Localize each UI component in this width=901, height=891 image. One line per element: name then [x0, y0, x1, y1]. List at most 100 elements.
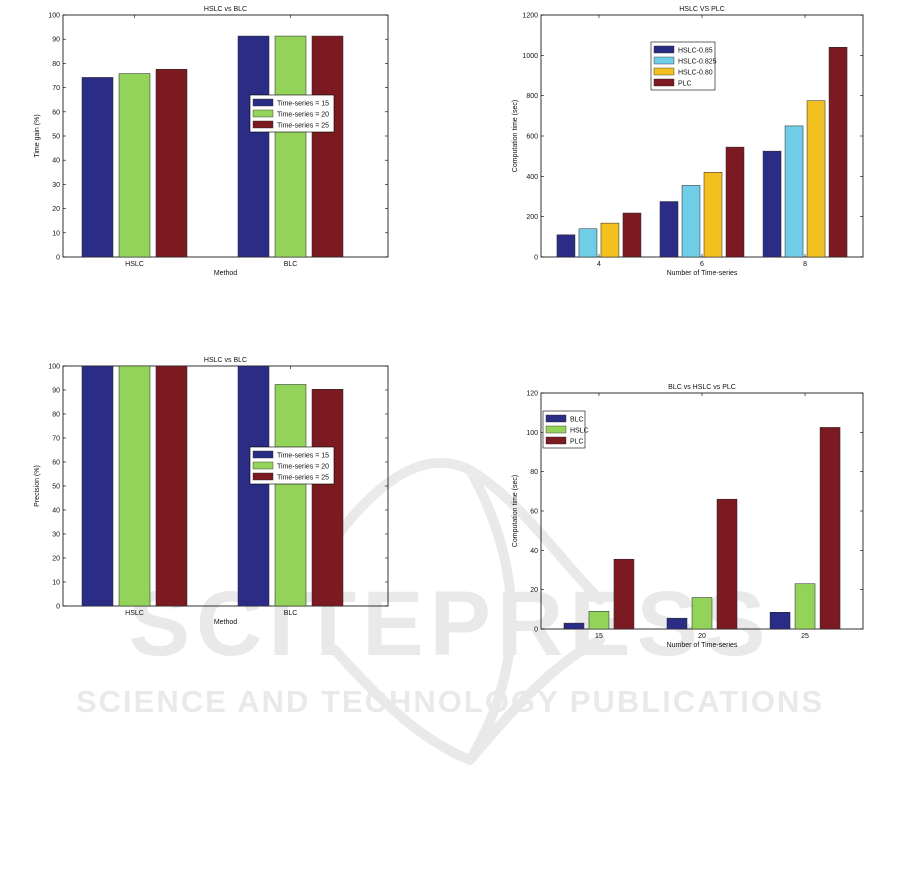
legend-swatch [252, 109, 274, 118]
y-tick-label: 70 [52, 85, 60, 92]
y-tick-label: 20 [530, 587, 538, 594]
watermark-swoosh-icon [315, 458, 605, 765]
chart-title: HSLC VS PLC [679, 6, 725, 13]
chart-title: BLC vs HSLC vs PLC [668, 384, 736, 391]
chart-title: HSLC vs BLC [204, 6, 247, 13]
y-tick-label: 20 [52, 556, 60, 563]
x-tick-label: 8 [803, 261, 807, 268]
legend-label: HSLC-0.85 [678, 48, 713, 55]
x-axis-label: Method [214, 619, 237, 626]
y-tick-label: 80 [530, 469, 538, 476]
bar [691, 597, 713, 630]
y-tick-label: 0 [56, 255, 60, 262]
x-tick-label: HSLC [125, 261, 144, 268]
y-tick-label: 0 [534, 627, 538, 634]
bar [762, 150, 782, 258]
bar [819, 427, 841, 630]
chart-precision: HSLC vs BLC 0 10 20 30 40 50 60 70 80 90 100 Precisi… [34, 357, 389, 626]
legend-swatch [545, 436, 567, 445]
legend-label: HSLC-0.80 [678, 70, 713, 77]
bar [659, 201, 679, 258]
bar [828, 47, 848, 258]
y-tick-label: 60 [52, 460, 60, 467]
legend-label: Time-series = 20 [277, 112, 329, 119]
watermark: SCITEPRESS SCIENCE AND TECHNOLOGY PUBLIC… [76, 458, 822, 765]
bar [600, 222, 620, 258]
y-tick-label: 1200 [522, 13, 538, 20]
chart-hslc-vs-plc: HSLC VS PLC 0 200 400 600 800 1000 1200 Computat… [512, 6, 864, 277]
bar [81, 365, 114, 607]
legend-label: Time-series = 15 [277, 453, 329, 460]
y-tick-label: 600 [526, 134, 538, 141]
x-tick-label: BLC [284, 261, 298, 268]
chart-title: HSLC vs BLC [204, 357, 247, 364]
y-tick-label: 10 [52, 230, 60, 237]
bar [311, 35, 344, 258]
bar [155, 68, 188, 258]
y-tick-label: 0 [56, 604, 60, 611]
y-tick-label: 100 [526, 430, 538, 437]
legend-swatch [252, 472, 274, 481]
x-tick-label: 15 [595, 633, 603, 640]
chart-blc-hslc-plc: BLC vs HSLC vs PLC 0 20 40 60 80 100 120 Computa… [512, 384, 864, 649]
watermark-brand: SCITEPRESS [129, 573, 772, 675]
legend-label: Time-series = 25 [277, 475, 329, 482]
bar [622, 212, 642, 258]
legend-label: PLC [570, 439, 584, 446]
legend-swatch [653, 67, 675, 76]
y-tick-label: 40 [52, 508, 60, 515]
legend-swatch [545, 425, 567, 434]
legend-swatch [252, 98, 274, 107]
y-tick-label: 80 [52, 412, 60, 419]
legend-swatch [252, 120, 274, 129]
bar [311, 389, 344, 607]
legend: HSLC-0.85 HSLC-0.825 HSLC-0.80 PLC [650, 41, 717, 91]
y-tick-label: 0 [534, 255, 538, 262]
y-tick-label: 70 [52, 436, 60, 443]
bar [556, 234, 576, 258]
x-tick-label: 4 [597, 261, 601, 268]
bar [613, 558, 635, 630]
legend-swatch [653, 45, 675, 54]
y-tick-label: 10 [52, 580, 60, 587]
y-tick-label: 40 [530, 548, 538, 555]
bar [118, 73, 151, 258]
legend-label: HSLC [570, 428, 589, 435]
bar [681, 185, 701, 258]
bar [725, 146, 745, 258]
bar [274, 35, 307, 258]
legend-swatch [252, 450, 274, 459]
y-tick-label: 50 [52, 484, 60, 491]
bar [769, 612, 791, 630]
y-tick-label: 90 [52, 388, 60, 395]
legend-label: BLC [570, 417, 584, 424]
bar [81, 77, 114, 258]
x-axis-label: Number of Time-series [667, 270, 738, 277]
y-tick-label: 80 [52, 61, 60, 68]
chart-time-gain: HSLC vs BLC 0 10 20 30 40 50 60 70 80 90 100 Time ga… [34, 6, 389, 277]
y-tick-label: 50 [52, 134, 60, 141]
y-tick-label: 100 [48, 13, 60, 20]
y-tick-label: 60 [530, 509, 538, 516]
bar [563, 622, 585, 630]
y-tick-label: 400 [526, 174, 538, 181]
y-tick-label: 30 [52, 182, 60, 189]
bar [578, 228, 598, 258]
legend-label: Time-series = 15 [277, 101, 329, 108]
bar [237, 365, 270, 607]
y-tick-label: 120 [526, 391, 538, 398]
legend-swatch [653, 78, 675, 87]
y-tick-label: 20 [52, 206, 60, 213]
bar [794, 583, 816, 630]
bar [274, 384, 307, 607]
bar [666, 617, 688, 630]
bar [703, 172, 723, 258]
bar [716, 498, 738, 630]
legend-label: Time-series = 20 [277, 464, 329, 471]
legend-label: HSLC-0.825 [678, 59, 717, 66]
legend-label: Time-series = 25 [277, 123, 329, 130]
x-tick-label: 20 [698, 633, 706, 640]
y-axis-label: Computation time (sec) [512, 100, 519, 172]
